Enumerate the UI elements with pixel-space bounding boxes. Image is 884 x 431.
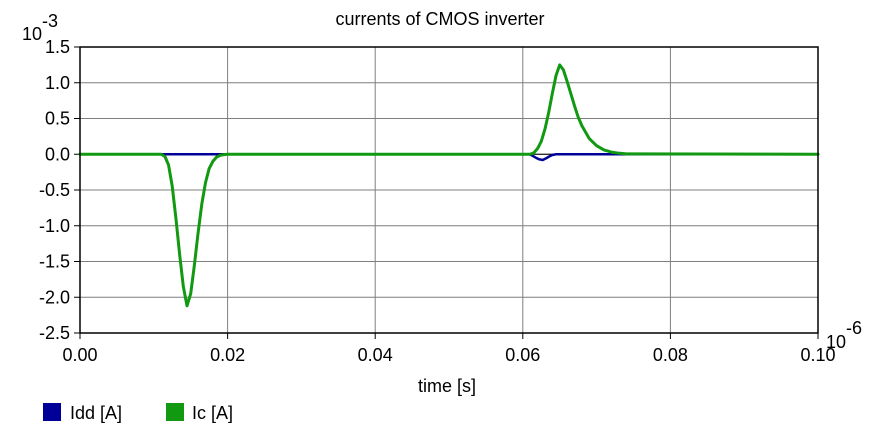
y-multiplier-base: 10	[22, 24, 42, 44]
y-multiplier: 10 -3	[22, 11, 58, 44]
y-tick-label: 1.0	[45, 73, 70, 93]
y-tick-label: 1.5	[45, 37, 70, 57]
x-tick-label: 0.08	[653, 345, 688, 365]
y-multiplier-exponent: -3	[42, 11, 58, 31]
x-multiplier: 10 -6	[826, 318, 862, 352]
x-tick-label: 0.10	[800, 345, 835, 365]
chart-title: currents of CMOS inverter	[335, 9, 544, 29]
x-tick-label: 0.04	[358, 345, 393, 365]
y-tick-label: -2.0	[39, 287, 70, 307]
legend-label-idd: Idd [A]	[70, 403, 122, 423]
series-line-idd	[78, 153, 820, 162]
y-tick-label: -0.5	[39, 180, 70, 200]
series-line-ic	[78, 63, 820, 308]
x-axis-label: time [s]	[418, 376, 476, 396]
plot-area: 0.00 0.02 0.04 0.06 0.08 0.10 1.5 1.0 0.5 0.0 -0.5…	[39, 37, 836, 365]
legend-swatch-ic	[166, 403, 184, 421]
plot-frame	[79, 46, 819, 334]
x-tick-label: 0.06	[505, 345, 540, 365]
y-tick-label: -1.0	[39, 216, 70, 236]
y-tick-label: 0.0	[45, 144, 70, 164]
legend-label-ic: Ic [A]	[192, 403, 233, 423]
y-tick-label: 0.5	[45, 109, 70, 129]
y-tick-label: -1.5	[39, 252, 70, 272]
legend: Idd [A] Ic [A]	[43, 403, 233, 423]
x-tick-label: 0.00	[62, 345, 97, 365]
x-tick-label: 0.02	[210, 345, 245, 365]
x-multiplier-base: 10	[826, 332, 846, 352]
y-tick-label: -2.5	[39, 323, 70, 343]
x-multiplier-exponent: -6	[846, 318, 862, 338]
legend-swatch-idd	[43, 403, 61, 421]
